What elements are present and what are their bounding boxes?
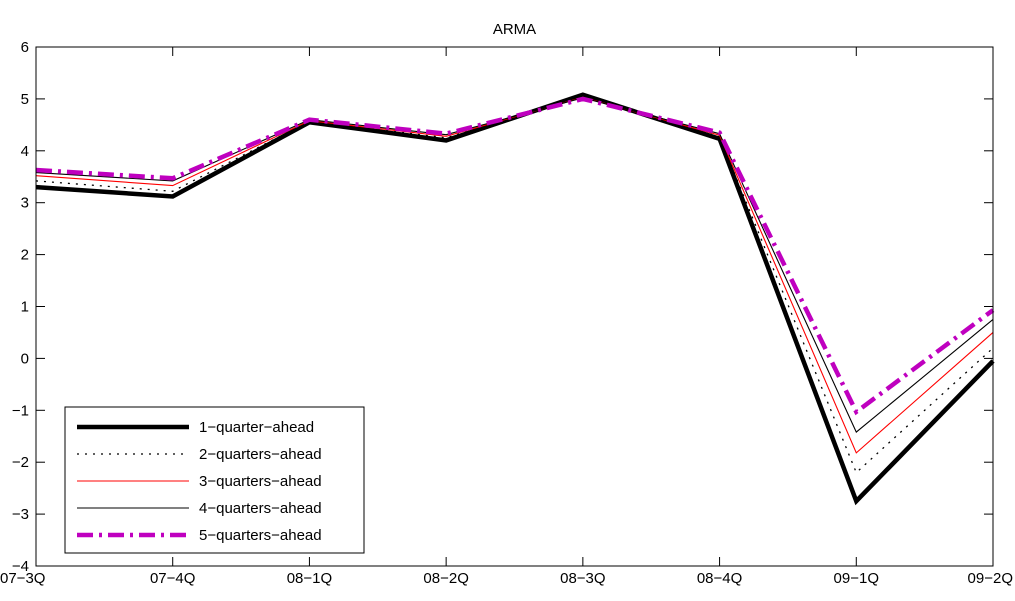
y-tick-label: 3 xyxy=(21,195,29,212)
x-tick-label: 08−1Q xyxy=(287,570,332,587)
series-line-1 xyxy=(35,92,995,506)
chart-title: ARMA xyxy=(493,21,536,38)
legend-entry: 2−quarters−ahead xyxy=(77,446,322,463)
y-tick-label: 2 xyxy=(21,247,29,264)
x-tick-label: 09−1Q xyxy=(834,570,879,587)
legend-entry: 5−quarters−ahead xyxy=(77,527,322,544)
x-tick-label: 08−4Q xyxy=(697,570,742,587)
axes-layer: −4 −3 −2 −1 0 1 2 3 4 5 6 07−3Q 07−4Q 08−1Q 08−2Q 08−3Q… xyxy=(0,39,1013,587)
series-line-5 xyxy=(35,96,995,416)
y-tick-label: 5 xyxy=(21,91,29,108)
x-tick-label: 08−3Q xyxy=(560,570,605,587)
y-tick-label: −4 xyxy=(12,558,29,575)
x-tick-label: 08−2Q xyxy=(423,570,468,587)
legend-label: 4−quarters−ahead xyxy=(199,500,322,517)
legend: 1−quarter−ahead 2−quarters−ahead 3−quarter… xyxy=(64,406,365,554)
series-layer xyxy=(35,92,995,506)
y-tick-label: −3 xyxy=(12,506,29,523)
legend-entry: 1−quarter−ahead xyxy=(77,419,314,436)
legend-entry: 4−quarters−ahead xyxy=(77,500,322,517)
legend-label: 2−quarters−ahead xyxy=(199,446,322,463)
y-tick-label: 1 xyxy=(21,299,29,316)
legend-label: 3−quarters−ahead xyxy=(199,473,322,490)
y-tick-label: 0 xyxy=(21,350,29,367)
x-tick-label: 07−3Q xyxy=(0,570,45,587)
x-tick-label: 07−4Q xyxy=(150,570,195,587)
series-line-2 xyxy=(35,95,994,474)
y-tick-label: −2 xyxy=(12,454,29,471)
legend-box xyxy=(64,406,365,554)
y-tick-label: 6 xyxy=(21,39,29,56)
legend-entry: 3−quarters−ahead xyxy=(77,473,322,490)
legend-label: 1−quarter−ahead xyxy=(199,419,314,436)
legend-label: 5−quarters−ahead xyxy=(199,527,322,544)
y-tick-label: 4 xyxy=(21,143,29,160)
y-tick-label: −1 xyxy=(12,402,29,419)
x-tick-label: 09−2Q xyxy=(968,570,1013,587)
